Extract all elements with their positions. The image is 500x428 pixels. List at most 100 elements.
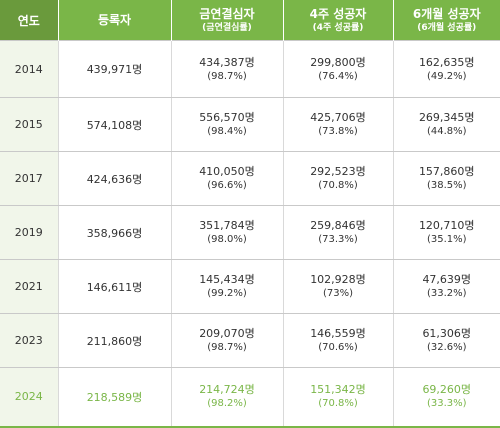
month6-cell: 61,306명(32.6%) [393, 314, 500, 368]
week4-cell: 102,928명(73%) [283, 260, 393, 314]
month6-cell: 120,710명(35.1%) [393, 206, 500, 260]
week4-count: 259,846명 [284, 218, 393, 233]
header-week4-label: 4주 성공자 [284, 7, 393, 22]
quit-rate: (98.7%) [172, 70, 283, 84]
header-row: 연도 등록자 금연결심자 (금연결심률) 4주 성공자 (4주 성공률) 6개월… [0, 0, 500, 41]
month6-rate: (44.8%) [394, 125, 500, 139]
week4-rate: (73%) [284, 287, 393, 301]
month6-rate: (49.2%) [394, 70, 500, 84]
month6-cell: 47,639명(33.2%) [393, 260, 500, 314]
week4-rate: (73.8%) [284, 125, 393, 139]
month6-cell: 269,345명(44.8%) [393, 98, 500, 152]
quit-rate: (98.7%) [172, 341, 283, 355]
year-cell: 2019 [0, 206, 58, 260]
week4-rate: (70.6%) [284, 341, 393, 355]
header-registered-label: 등록자 [59, 13, 171, 28]
quit-cell: 145,434명(99.2%) [171, 260, 283, 314]
quit-cell: 434,387명(98.7%) [171, 41, 283, 98]
header-week4: 4주 성공자 (4주 성공률) [283, 0, 393, 41]
week4-rate: (70.8%) [284, 179, 393, 193]
week4-count: 146,559명 [284, 326, 393, 341]
week4-rate: (76.4%) [284, 70, 393, 84]
month6-rate: (32.6%) [394, 341, 500, 355]
month6-cell: 162,635명(49.2%) [393, 41, 500, 98]
header-quit-sub: (금연결심률) [172, 22, 283, 34]
quit-count: 556,570명 [172, 110, 283, 125]
table-row: 2019 358,966명 351,784명(98.0%) 259,846명(7… [0, 206, 500, 260]
week4-count: 102,928명 [284, 272, 393, 287]
year-cell: 2017 [0, 152, 58, 206]
week4-cell: 292,523명(70.8%) [283, 152, 393, 206]
month6-count: 162,635명 [394, 55, 500, 70]
quit-count: 214,724명 [172, 382, 283, 397]
week4-count: 425,706명 [284, 110, 393, 125]
year-cell: 2015 [0, 98, 58, 152]
quit-count: 209,070명 [172, 326, 283, 341]
table-row: 2015 574,108명 556,570명(98.4%) 425,706명(7… [0, 98, 500, 152]
registered-cell: 211,860명 [58, 314, 171, 368]
week4-cell: 425,706명(73.8%) [283, 98, 393, 152]
month6-rate: (38.5%) [394, 179, 500, 193]
month6-count: 47,639명 [394, 272, 500, 287]
registered-cell: 218,589명 [58, 368, 171, 427]
header-quit-label: 금연결심자 [172, 7, 283, 22]
month6-count: 157,860명 [394, 164, 500, 179]
week4-count: 151,342명 [284, 382, 393, 397]
header-month6-sub: (6개월 성공률) [394, 22, 500, 34]
quit-count: 145,434명 [172, 272, 283, 287]
week4-count: 299,800명 [284, 55, 393, 70]
quit-rate: (98.2%) [172, 397, 283, 411]
month6-count: 269,345명 [394, 110, 500, 125]
registered-cell: 439,971명 [58, 41, 171, 98]
week4-rate: (73.3%) [284, 233, 393, 247]
quit-cell: 209,070명(98.7%) [171, 314, 283, 368]
month6-cell: 69,260명(33.3%) [393, 368, 500, 427]
quit-count: 410,050명 [172, 164, 283, 179]
quit-cell: 214,724명(98.2%) [171, 368, 283, 427]
month6-cell: 157,860명(38.5%) [393, 152, 500, 206]
month6-count: 69,260명 [394, 382, 500, 397]
year-cell: 2024 [0, 368, 58, 427]
header-week4-sub: (4주 성공률) [284, 22, 393, 34]
month6-count: 120,710명 [394, 218, 500, 233]
registered-cell: 358,966명 [58, 206, 171, 260]
quit-count: 351,784명 [172, 218, 283, 233]
week4-rate: (70.8%) [284, 397, 393, 411]
header-registered: 등록자 [58, 0, 171, 41]
week4-count: 292,523명 [284, 164, 393, 179]
table-row: 2023 211,860명 209,070명(98.7%) 146,559명(7… [0, 314, 500, 368]
month6-rate: (35.1%) [394, 233, 500, 247]
table-row: 2021 146,611명 145,434명(99.2%) 102,928명(7… [0, 260, 500, 314]
table-row-highlighted: 2024 218,589명 214,724명(98.2%) 151,342명(7… [0, 368, 500, 427]
month6-count: 61,306명 [394, 326, 500, 341]
week4-cell: 151,342명(70.8%) [283, 368, 393, 427]
month6-rate: (33.2%) [394, 287, 500, 301]
week4-cell: 146,559명(70.6%) [283, 314, 393, 368]
header-month6: 6개월 성공자 (6개월 성공률) [393, 0, 500, 41]
month6-rate: (33.3%) [394, 397, 500, 411]
registered-cell: 424,636명 [58, 152, 171, 206]
table-row: 2017 424,636명 410,050명(96.6%) 292,523명(7… [0, 152, 500, 206]
table-body: 2014 439,971명 434,387명(98.7%) 299,800명(7… [0, 41, 500, 427]
header-year: 연도 [0, 0, 58, 41]
registered-cell: 146,611명 [58, 260, 171, 314]
quit-cell: 410,050명(96.6%) [171, 152, 283, 206]
table-header: 연도 등록자 금연결심자 (금연결심률) 4주 성공자 (4주 성공률) 6개월… [0, 0, 500, 41]
week4-cell: 299,800명(76.4%) [283, 41, 393, 98]
year-cell: 2021 [0, 260, 58, 314]
header-month6-label: 6개월 성공자 [394, 7, 500, 22]
week4-cell: 259,846명(73.3%) [283, 206, 393, 260]
year-cell: 2014 [0, 41, 58, 98]
quit-cell: 351,784명(98.0%) [171, 206, 283, 260]
table-row: 2014 439,971명 434,387명(98.7%) 299,800명(7… [0, 41, 500, 98]
registered-cell: 574,108명 [58, 98, 171, 152]
quit-rate: (99.2%) [172, 287, 283, 301]
quit-rate: (98.4%) [172, 125, 283, 139]
year-cell: 2023 [0, 314, 58, 368]
quit-count: 434,387명 [172, 55, 283, 70]
quit-rate: (96.6%) [172, 179, 283, 193]
quit-cell: 556,570명(98.4%) [171, 98, 283, 152]
quit-rate: (98.0%) [172, 233, 283, 247]
header-quit: 금연결심자 (금연결심률) [171, 0, 283, 41]
